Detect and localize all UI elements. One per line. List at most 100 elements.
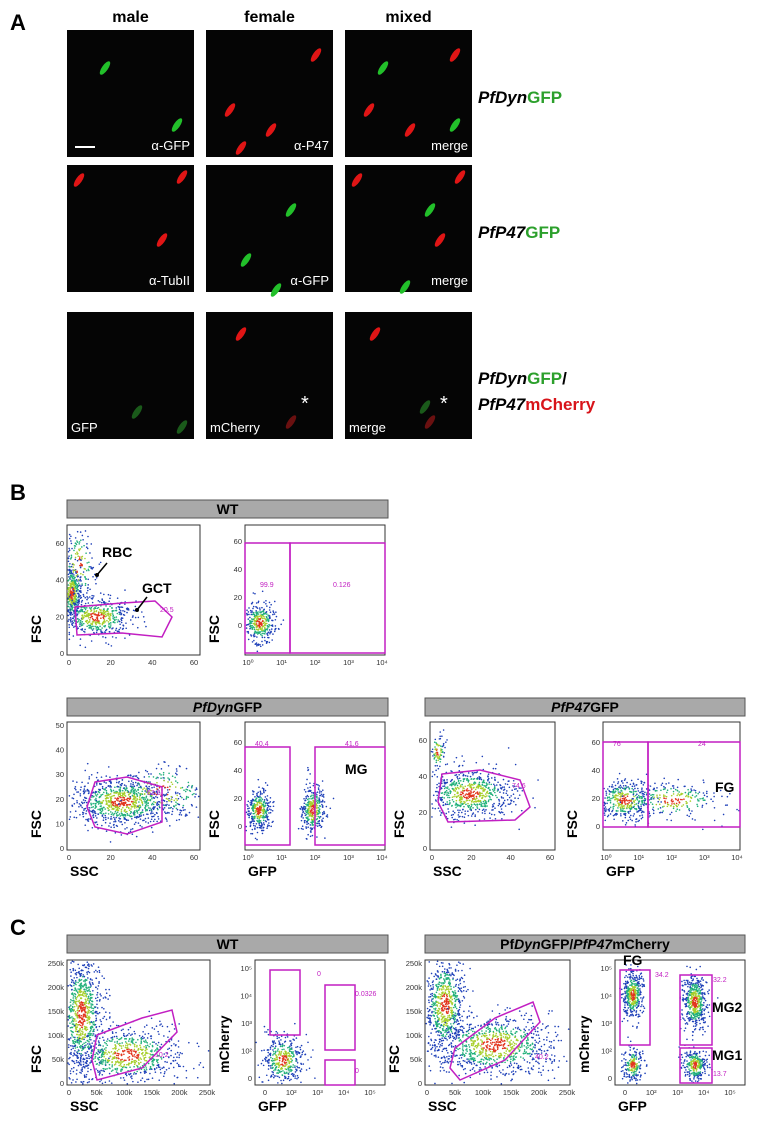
- event-dot: [495, 763, 498, 765]
- event-dot: [438, 782, 440, 785]
- event-dot: [617, 782, 619, 785]
- event-dot: [261, 634, 263, 637]
- event-dot: [69, 558, 72, 560]
- event-dot: [157, 808, 159, 811]
- event-dot: [689, 800, 692, 802]
- event-dot: [441, 798, 444, 801]
- event-dot: [455, 756, 458, 759]
- event-dot: [307, 801, 309, 804]
- event-dot: [83, 1018, 85, 1021]
- event-dot: [266, 806, 269, 809]
- event-dot: [108, 600, 110, 603]
- event-dot: [69, 587, 71, 589]
- event-dot: [460, 785, 462, 788]
- event-dot: [117, 793, 120, 796]
- event-dot: [454, 774, 456, 777]
- event-dot: [460, 803, 463, 805]
- event-dot: [459, 793, 462, 796]
- event-dot: [83, 995, 85, 997]
- event-dot: [473, 782, 475, 785]
- event-dot: [268, 609, 271, 611]
- event-dot: [160, 774, 162, 776]
- event-dot: [108, 1012, 111, 1014]
- event-dot: [73, 582, 76, 584]
- event-dot: [611, 784, 614, 786]
- event-dot: [455, 782, 458, 784]
- event-dot: [621, 795, 624, 797]
- event-dot: [265, 599, 267, 602]
- event-dot: [454, 818, 456, 821]
- event-dot: [195, 788, 198, 791]
- event-dot: [98, 621, 101, 623]
- event-dot: [107, 610, 109, 613]
- event-dot: [627, 786, 629, 788]
- event-dot: [640, 807, 642, 810]
- event-dot: [163, 795, 166, 797]
- event-dot: [268, 623, 270, 626]
- event-dot: [616, 778, 619, 780]
- event-dot: [253, 615, 256, 618]
- event-dot: [449, 784, 451, 786]
- event-dot: [91, 1042, 93, 1044]
- event-dot: [476, 804, 479, 806]
- event-dot: [116, 630, 119, 633]
- event-dot: [258, 632, 261, 634]
- event-dot: [175, 797, 177, 800]
- event-dot: [304, 810, 307, 812]
- event-dot: [251, 601, 254, 604]
- event-dot: [69, 1072, 72, 1075]
- event-dot: [114, 797, 116, 800]
- event-dot: [619, 801, 622, 803]
- event-dot: [446, 763, 449, 765]
- event-dot: [274, 625, 277, 627]
- event-dot: [105, 988, 107, 991]
- event-dot: [181, 786, 184, 789]
- event-dot: [648, 793, 651, 795]
- event-dot: [484, 812, 486, 815]
- event-dot: [74, 603, 77, 606]
- event-dot: [92, 1007, 95, 1010]
- event-dot: [95, 782, 98, 784]
- event-dot: [163, 807, 166, 809]
- event-dot: [116, 774, 119, 777]
- event-dot: [467, 814, 470, 817]
- event-dot: [306, 798, 309, 801]
- event-dot: [74, 625, 76, 627]
- event-dot: [78, 557, 81, 560]
- event-dot: [721, 795, 723, 798]
- event-dot: [135, 790, 138, 792]
- event-dot: [114, 786, 116, 789]
- event-dot: [99, 795, 102, 798]
- event-dot: [483, 789, 486, 791]
- event-dot: [108, 615, 110, 618]
- event-dot: [112, 620, 115, 623]
- event-dot: [617, 791, 620, 793]
- event-dot: [701, 806, 704, 808]
- event-dot: [108, 780, 111, 783]
- event-dot: [248, 607, 250, 609]
- event-dot: [77, 589, 79, 591]
- event-dot: [86, 589, 89, 592]
- event-dot: [267, 815, 269, 818]
- event-dot: [494, 767, 497, 770]
- event-dot: [686, 805, 688, 807]
- event-dot: [453, 761, 456, 763]
- event-dot: [316, 807, 318, 810]
- x-tick-label: 0: [67, 853, 71, 862]
- event-dot: [76, 540, 78, 542]
- event-dot: [142, 819, 144, 822]
- event-dot: [468, 799, 471, 802]
- event-dot: [81, 614, 83, 617]
- event-dot: [99, 809, 102, 812]
- event-dot: [69, 612, 72, 614]
- event-dot: [451, 798, 454, 801]
- event-dot: [431, 803, 433, 805]
- event-dot: [114, 801, 116, 803]
- event-dot: [120, 799, 122, 802]
- event-dot: [247, 638, 250, 641]
- event-dot: [465, 793, 468, 795]
- event-dot: [307, 769, 309, 772]
- event-dot: [114, 818, 116, 821]
- event-dot: [459, 804, 461, 807]
